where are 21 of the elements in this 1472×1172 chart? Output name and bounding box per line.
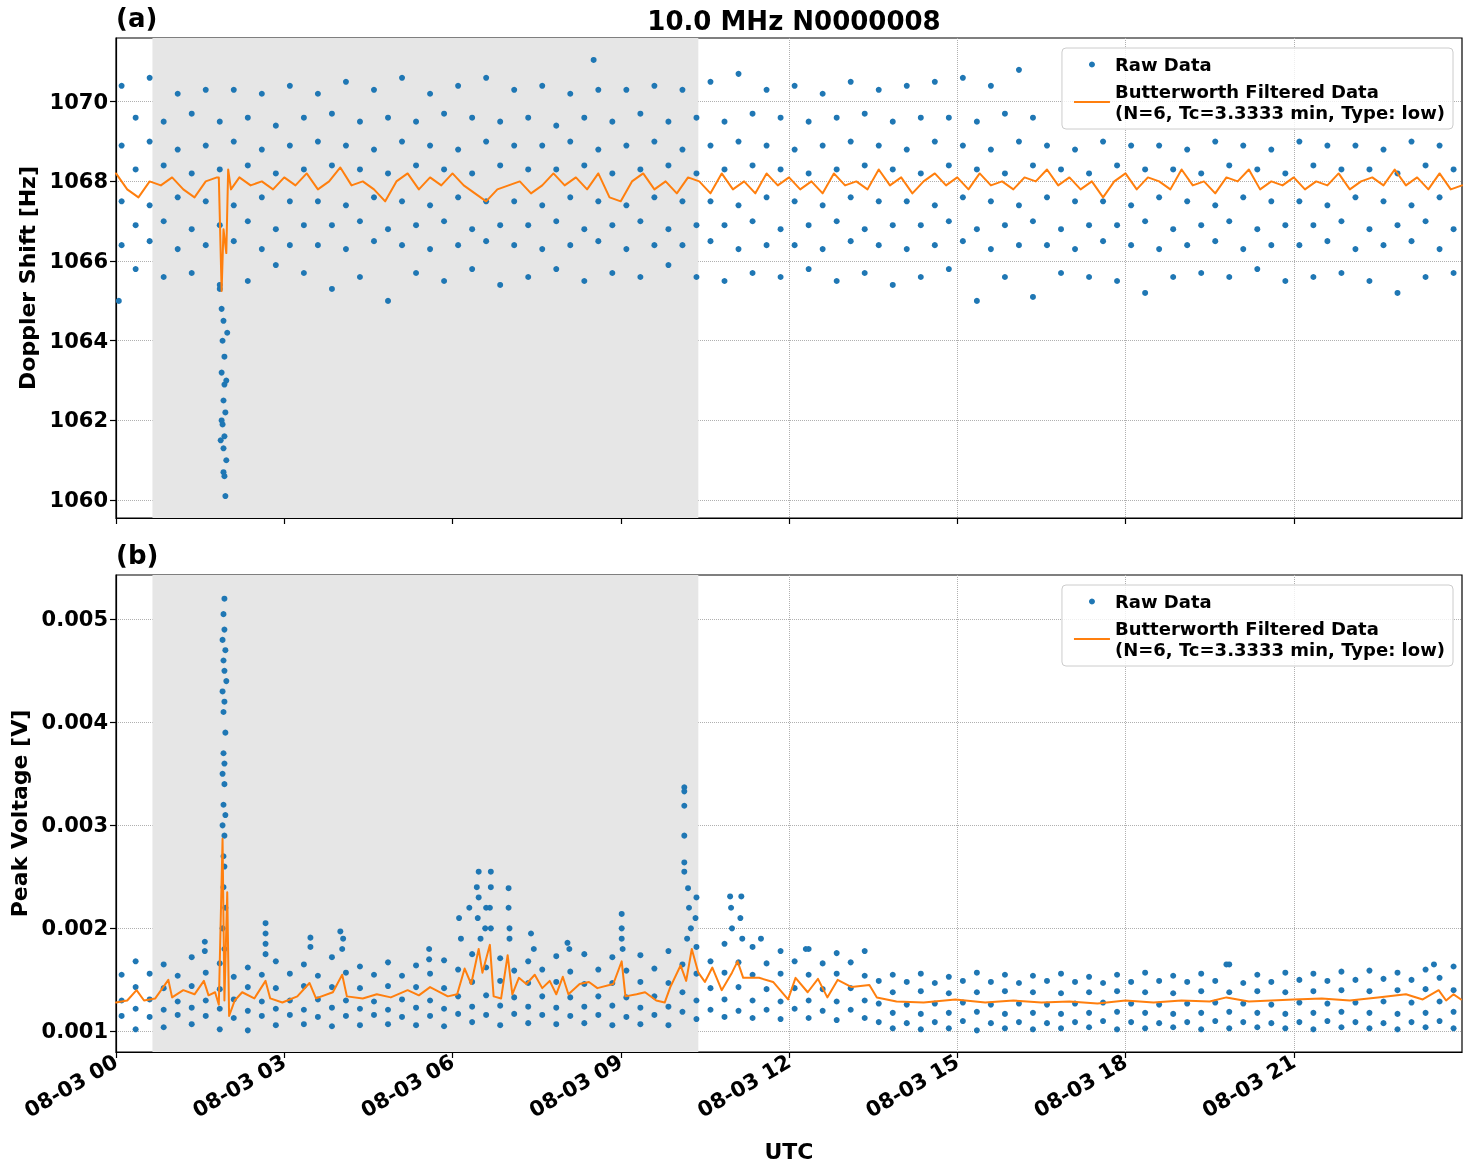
x-axis-title: UTC	[764, 1138, 814, 1164]
y-tick-label: 1062	[49, 408, 108, 433]
y-tick-label: 0.002	[41, 916, 108, 941]
y-tick-label: 1070	[49, 89, 108, 114]
y-tick-label: 0.004	[41, 710, 108, 735]
text: (a)	[116, 3, 158, 33]
y-axis-title: Doppler Shift [Hz]	[15, 166, 41, 390]
chart-title: 10.0 MHz N0000008	[647, 6, 941, 36]
y-tick-label: 0.001	[41, 1019, 108, 1044]
y-tick-label: 0.005	[41, 607, 108, 632]
legend-label: Raw Data	[1114, 54, 1212, 75]
y-axis-title: Peak Voltage [V]	[6, 709, 32, 918]
y-tick-label: 1068	[49, 169, 108, 194]
y-tick-label: 1060	[49, 488, 108, 513]
legend-label: Raw Data	[1114, 591, 1212, 612]
y-tick-label: 0.003	[41, 813, 108, 838]
legend-label: Butterworth Filtered Data (N=6, Tc=3.3333 min, Type: low)	[1114, 618, 1446, 660]
legend-label: Butterworth Filtered Data (N=6, Tc=3.3333 min, Type: low)	[1114, 81, 1446, 123]
text: (b)	[116, 540, 159, 570]
y-tick-label: 1066	[49, 249, 108, 274]
y-tick-label: 1064	[49, 328, 108, 353]
